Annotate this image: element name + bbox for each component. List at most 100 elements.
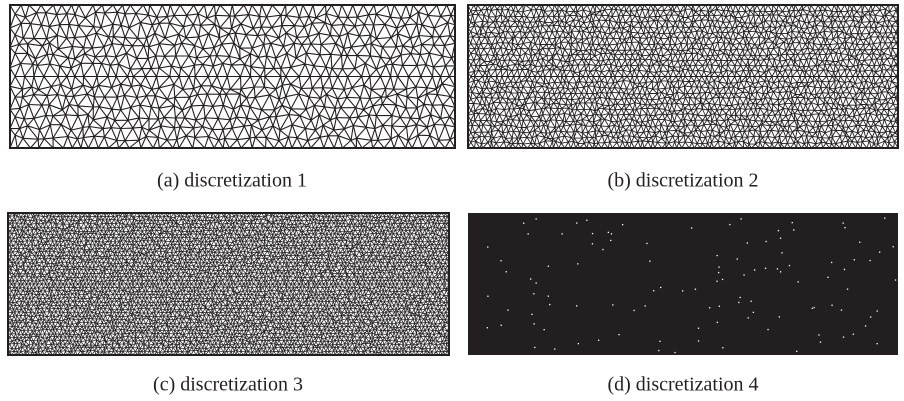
mesh-gap — [649, 261, 650, 262]
mesh-gap — [695, 289, 696, 290]
mesh-gap — [748, 317, 749, 318]
mesh-gap — [536, 218, 537, 219]
figure: (a) discretization 1 (b) discretization … — [0, 0, 904, 401]
mesh-gap — [709, 307, 710, 308]
mesh-gap — [831, 262, 832, 263]
mesh-background — [468, 213, 898, 355]
mesh-gap — [844, 269, 845, 270]
mesh-edges — [8, 213, 449, 355]
mesh-gap — [844, 227, 845, 228]
mesh-gap — [740, 297, 741, 298]
mesh-gap — [659, 341, 660, 342]
mesh-gap — [592, 243, 593, 244]
mesh-gap — [660, 287, 661, 288]
mesh-gap — [534, 323, 535, 324]
mesh-panel — [468, 5, 898, 148]
mesh-gap — [674, 352, 675, 353]
mesh-gap — [716, 281, 717, 282]
mesh-gap — [622, 224, 623, 225]
mesh-gap — [658, 350, 659, 351]
mesh-gap — [544, 329, 545, 330]
mesh-panel — [8, 213, 449, 355]
mesh-gap — [865, 325, 866, 326]
mesh-gap — [548, 296, 549, 297]
mesh-gap — [798, 281, 799, 282]
mesh-gap — [843, 223, 844, 224]
mesh-gap — [793, 229, 794, 230]
mesh-gap — [753, 312, 754, 313]
mesh-gap — [754, 269, 755, 270]
mesh-gap — [682, 290, 683, 291]
mesh-gap — [653, 290, 654, 291]
mesh-gap — [717, 322, 718, 323]
mesh-gap — [534, 347, 535, 348]
mesh-gap — [528, 233, 529, 234]
mesh-gap — [820, 342, 821, 343]
mesh-gap — [718, 267, 719, 268]
mesh-gap — [501, 325, 502, 326]
mesh-gap — [698, 340, 699, 341]
mesh-gap — [698, 328, 699, 329]
mesh-gap — [741, 218, 742, 219]
mesh-gap — [634, 310, 635, 311]
mesh-gap — [531, 314, 532, 315]
mesh-gap — [847, 289, 848, 290]
mesh-gap — [884, 218, 885, 219]
mesh-gap — [781, 252, 782, 253]
caption: (d) discretization 4 — [607, 374, 758, 396]
mesh-gap — [719, 306, 720, 307]
mesh-gap — [598, 340, 599, 341]
mesh-gap — [841, 310, 842, 311]
mesh-gap — [778, 230, 779, 231]
mesh-gap — [879, 252, 880, 253]
mesh-gap — [586, 220, 587, 221]
mesh-gap — [722, 347, 723, 348]
mesh-gap — [487, 246, 488, 247]
mesh-gap — [576, 222, 577, 223]
mesh-gap — [751, 301, 752, 302]
mesh-gap — [523, 223, 524, 224]
mesh-gap — [578, 343, 579, 344]
mesh-gap — [646, 243, 647, 244]
mesh-gap — [500, 260, 501, 261]
mesh-gap — [765, 268, 766, 269]
caption: (c) discretization 3 — [153, 374, 303, 396]
mesh-gap — [549, 304, 550, 305]
mesh-gap — [554, 349, 555, 350]
mesh-gap — [747, 242, 748, 243]
mesh-panel — [468, 213, 898, 355]
mesh-gap — [893, 246, 894, 247]
mesh-gap — [506, 271, 507, 272]
mesh-gap — [611, 233, 612, 234]
mesh-gap — [743, 274, 744, 275]
mesh-gap — [877, 310, 878, 311]
mesh-gap — [577, 263, 578, 264]
mesh-gap — [610, 240, 611, 241]
mesh-gap — [818, 334, 819, 335]
mesh-gap — [592, 233, 593, 234]
mesh-gap — [859, 242, 860, 243]
mesh-gap — [618, 334, 619, 335]
mesh-gap — [645, 305, 646, 306]
mesh-gap — [870, 316, 871, 317]
mesh-gap — [562, 233, 563, 234]
mesh-gap — [831, 305, 832, 306]
mesh-gap — [536, 282, 537, 283]
mesh-gap — [691, 227, 692, 228]
caption: (a) discretization 1 — [157, 170, 307, 192]
mesh-gap — [789, 265, 790, 266]
mesh-gap — [612, 304, 613, 305]
mesh-gap — [796, 351, 797, 352]
mesh-gap — [780, 238, 781, 239]
mesh-gap — [737, 258, 738, 259]
mesh-gap — [602, 249, 603, 250]
mesh-gap — [853, 334, 854, 335]
mesh-gap — [487, 296, 488, 297]
mesh-panel — [10, 5, 455, 148]
mesh-gap — [792, 222, 793, 223]
mesh-gap — [870, 260, 871, 261]
mesh-gap — [717, 255, 718, 256]
mesh-gap — [767, 329, 768, 330]
mesh-gap — [722, 279, 723, 280]
mesh-gap — [738, 302, 739, 303]
